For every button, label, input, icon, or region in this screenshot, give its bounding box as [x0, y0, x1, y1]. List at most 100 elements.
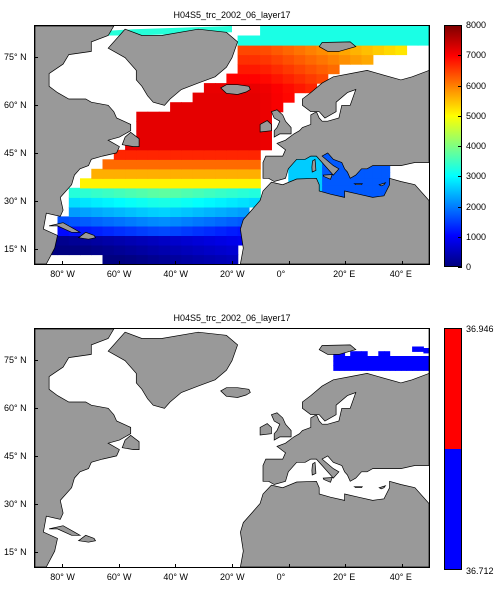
field-cell-low-class: [350, 360, 357, 367]
field-cell-low-class: [372, 360, 379, 367]
field-cell: [68, 235, 81, 246]
field-cell: [57, 245, 70, 256]
field-cell: [305, 64, 318, 75]
lat-tick-label: 15° N: [4, 547, 27, 557]
field-cell: [192, 235, 205, 246]
field-cell-low-class: [423, 360, 429, 367]
field-cell: [226, 235, 239, 246]
field-cell: [282, 35, 295, 46]
field-cell: [327, 26, 340, 37]
field-cell-med: [364, 191, 374, 198]
landmass-12: [311, 158, 317, 173]
field-cell-low-class: [389, 356, 396, 362]
field-cell-med: [330, 159, 340, 167]
field-cell-med: [330, 172, 340, 179]
colorbar-tick-label: 7000: [466, 50, 487, 61]
field-cell: [203, 159, 216, 170]
field-cell: [147, 178, 160, 189]
field-cell: [136, 245, 149, 256]
field-cell: [192, 159, 205, 170]
lon-tick-label: 0°: [276, 572, 286, 582]
field-cell-low-class: [361, 360, 368, 367]
field-cell: [260, 102, 272, 113]
field-cell: [203, 235, 216, 246]
field-cell-med: [364, 184, 374, 192]
field-cell: [271, 102, 284, 113]
field-cell: [113, 168, 126, 179]
field-cell: [237, 73, 250, 84]
field-cell: [136, 130, 149, 141]
lon-tick-label: 80° W: [50, 269, 75, 279]
field-cell: [91, 245, 104, 256]
field-cell: [248, 111, 261, 122]
field-cell: [271, 83, 284, 94]
field-cell: [102, 178, 115, 189]
field-cell-low-class: [384, 356, 391, 362]
field-cell: [215, 197, 227, 208]
field-cell: [237, 35, 250, 46]
field-cell-med: [288, 165, 298, 173]
field-cell: [181, 245, 194, 256]
lon-tick-mark: [288, 564, 290, 568]
field-cell-low-class: [344, 360, 351, 367]
field-cell: [68, 245, 81, 256]
field-cell: [158, 159, 171, 170]
field-cell-low-class: [417, 360, 424, 367]
lon-tick-mark: [118, 564, 120, 568]
field-cell: [271, 45, 284, 56]
landmass-3: [262, 329, 429, 485]
field-cell: [170, 206, 182, 217]
colorbar-tick-mark: [458, 25, 462, 26]
field-cell: [158, 254, 171, 264]
field-cell: [147, 140, 160, 151]
landmass-5: [259, 423, 272, 436]
field-cell: [327, 35, 340, 46]
field-cell: [215, 140, 227, 151]
field-cell: [248, 45, 261, 56]
field-cell-med: [338, 191, 348, 198]
field-cell: [125, 235, 137, 246]
lon-tick-label: 40° W: [163, 572, 189, 582]
top-map-canvas: [35, 26, 429, 264]
field-cell-low-class: [367, 360, 374, 367]
lat-tick-mark: [34, 105, 38, 106]
field-cell: [248, 178, 261, 189]
field-cell: [215, 216, 227, 227]
field-cell: [305, 73, 318, 84]
field-cell: [226, 130, 239, 141]
field-cell: [282, 26, 295, 37]
field-cell-low-class: [333, 360, 340, 367]
colorbar-tick-mark: [458, 85, 462, 87]
field-cell: [170, 235, 182, 246]
field-cell: [215, 235, 227, 246]
field-cell-low-class: [423, 348, 429, 354]
field-cell: [293, 64, 306, 75]
field-cell: [158, 235, 171, 246]
field-cell-med: [355, 184, 365, 192]
field-cell: [113, 206, 126, 217]
field-cell: [102, 197, 115, 208]
field-cell: [226, 121, 239, 132]
field-cell: [271, 73, 284, 84]
field-cell: [91, 178, 104, 189]
lon-tick-mark: [62, 564, 64, 568]
field-cell: [102, 168, 115, 179]
field-cell: [136, 206, 149, 217]
field-cell: [215, 187, 227, 198]
field-cell-med: [322, 152, 332, 160]
lon-tick-label: 20° W: [220, 572, 245, 582]
field-cell: [136, 111, 149, 122]
field-cell-med: [355, 178, 365, 186]
field-cell: [338, 54, 351, 65]
colorbar-tick-mark: [458, 115, 462, 117]
field-cell: [350, 45, 363, 56]
field-cell: [395, 26, 408, 37]
field-cell-low-class: [389, 360, 396, 367]
lon-tick-label: 40° W: [163, 269, 189, 279]
field-cell: [147, 111, 160, 122]
lat-tick-label: 45° N: [4, 148, 27, 158]
field-cell: [237, 45, 250, 56]
field-cell: [372, 45, 385, 56]
field-cell: [192, 121, 205, 132]
field-cell: [406, 26, 419, 37]
